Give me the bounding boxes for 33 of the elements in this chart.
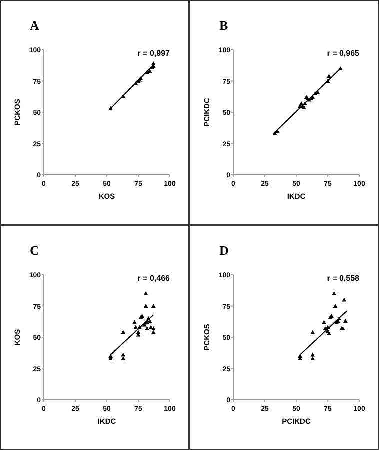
annotation: r = 0,997 — [138, 49, 171, 58]
chart-title: C — [30, 243, 40, 258]
point — [327, 332, 332, 336]
point — [148, 69, 152, 74]
point — [316, 90, 320, 94]
point — [342, 298, 347, 302]
annotation: r = 0,558 — [327, 274, 360, 283]
annotation: r = 0,466 — [138, 274, 171, 283]
point — [121, 330, 126, 334]
point — [121, 352, 126, 357]
point — [327, 74, 332, 78]
point — [151, 304, 156, 308]
point — [310, 352, 316, 357]
point — [310, 330, 316, 334]
annotation: r = 0,965 — [327, 49, 360, 58]
chart-title: D — [220, 243, 229, 258]
chart-title: B — [220, 18, 228, 33]
point — [310, 356, 316, 361]
point — [148, 319, 152, 324]
point — [144, 292, 148, 296]
point — [144, 304, 148, 308]
point — [142, 322, 147, 327]
point — [343, 319, 348, 324]
point — [333, 304, 338, 308]
point — [332, 292, 336, 296]
point — [132, 320, 137, 324]
point — [121, 356, 126, 361]
point — [151, 326, 156, 331]
point — [322, 320, 326, 324]
point — [145, 326, 150, 331]
point — [134, 325, 138, 330]
chart-title: A — [30, 18, 40, 33]
point — [151, 330, 156, 334]
